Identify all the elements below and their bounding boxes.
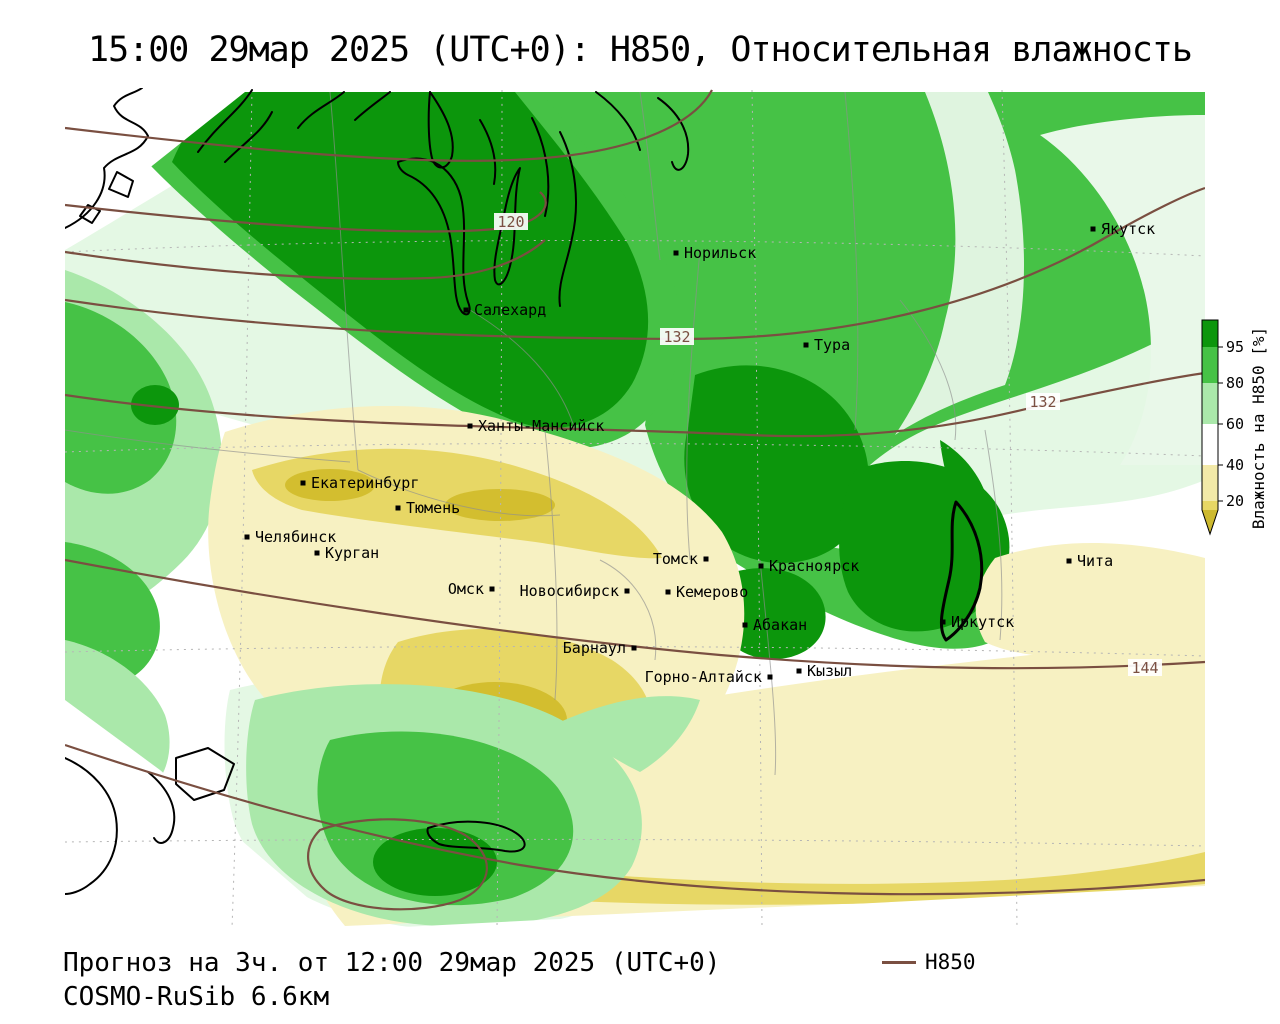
city-label: Тура [814, 336, 850, 354]
city-marker [489, 586, 495, 592]
city-marker [467, 423, 473, 429]
colorbar-axis-label: Влажность на H850 [%] [1249, 327, 1268, 529]
city-marker [314, 550, 320, 556]
city-label: Барнаул [563, 639, 626, 657]
city-label: Кемерово [676, 583, 748, 601]
model-info: COSMO-RuSib 6.6км [63, 982, 330, 1012]
colorbar-tick-label: 40 [1226, 456, 1244, 474]
city-marker [673, 250, 679, 256]
city-marker [665, 589, 671, 595]
legend-h850: H850 [882, 950, 976, 974]
city-marker [758, 563, 764, 569]
city-marker [940, 619, 946, 625]
city-marker [767, 674, 773, 680]
city-marker [703, 556, 709, 562]
city-label: Иркутск [951, 613, 1014, 631]
city-label: Ханты-Мансийск [478, 417, 604, 435]
city-label: Красноярск [769, 557, 859, 575]
city-marker [803, 342, 809, 348]
contour-label: 120 [497, 213, 524, 231]
city-marker [463, 307, 469, 313]
city-label: Екатеринбург [311, 474, 419, 492]
city-label: Челябинск [255, 528, 336, 546]
page-title: 15:00 29мар 2025 (UTC+0): H850, Относите… [88, 30, 1193, 70]
h850-line-icon [882, 960, 916, 964]
city-marker [1066, 558, 1072, 564]
contour-label-box [660, 328, 694, 345]
city-label: Омск [448, 580, 484, 598]
colorbar-tick-label: 20 [1226, 492, 1244, 510]
city-marker [624, 588, 630, 594]
city-label: Новосибирск [520, 582, 619, 600]
colorbar-tick-label: 80 [1226, 374, 1244, 392]
city-marker [742, 622, 748, 628]
contour-label-box [494, 213, 528, 230]
city-label: Кызыл [807, 662, 852, 680]
city-marker [300, 480, 306, 486]
city-label: Норильск [684, 244, 756, 262]
legend-label: H850 [925, 950, 976, 974]
city-label: Салехард [474, 301, 546, 319]
colorbar-tick-label: 95 [1226, 338, 1244, 356]
city-marker [1090, 226, 1096, 232]
city-marker [395, 505, 401, 511]
city-label: Тюмень [406, 499, 460, 517]
city-label: Горно-Алтайск [645, 668, 762, 686]
cities-layer: Якутск Норильск Салехард Тура Ханты-Мансийск… [244, 220, 1155, 686]
city-label: Якутск [1101, 220, 1155, 238]
city-label: Абакан [753, 616, 807, 634]
contour-label-box [1128, 659, 1162, 676]
city-marker [796, 668, 802, 674]
city-label: Курган [325, 544, 379, 562]
colorbar-tick-label: 60 [1226, 415, 1244, 433]
humidity-layer [65, 92, 1205, 930]
admin-borders-layer [65, 91, 1003, 776]
city-label: Чита [1077, 552, 1113, 570]
contour-label: 132 [1029, 393, 1056, 411]
domain-mask [65, 88, 1205, 930]
contour-label: 132 [663, 328, 690, 346]
contour-labels-layer: 120 132 132 144 [494, 213, 1162, 677]
city-marker [631, 645, 637, 651]
contour-layer [65, 89, 1205, 911]
city-label: Томск [653, 550, 698, 568]
city-marker [244, 534, 250, 540]
colorbar: 95 80 60 40 20 Влажность на H850 [%] [1201, 319, 1268, 536]
coastline-layer [65, 88, 984, 895]
contour-label: 144 [1131, 659, 1158, 677]
colorbar-outline [1201, 319, 1219, 536]
forecast-info: Прогноз на 3ч. от 12:00 29мар 2025 (UTC+… [63, 948, 721, 978]
colorbar-ticks: 95 80 60 40 20 [1218, 338, 1244, 510]
contour-label-box [1026, 393, 1060, 410]
